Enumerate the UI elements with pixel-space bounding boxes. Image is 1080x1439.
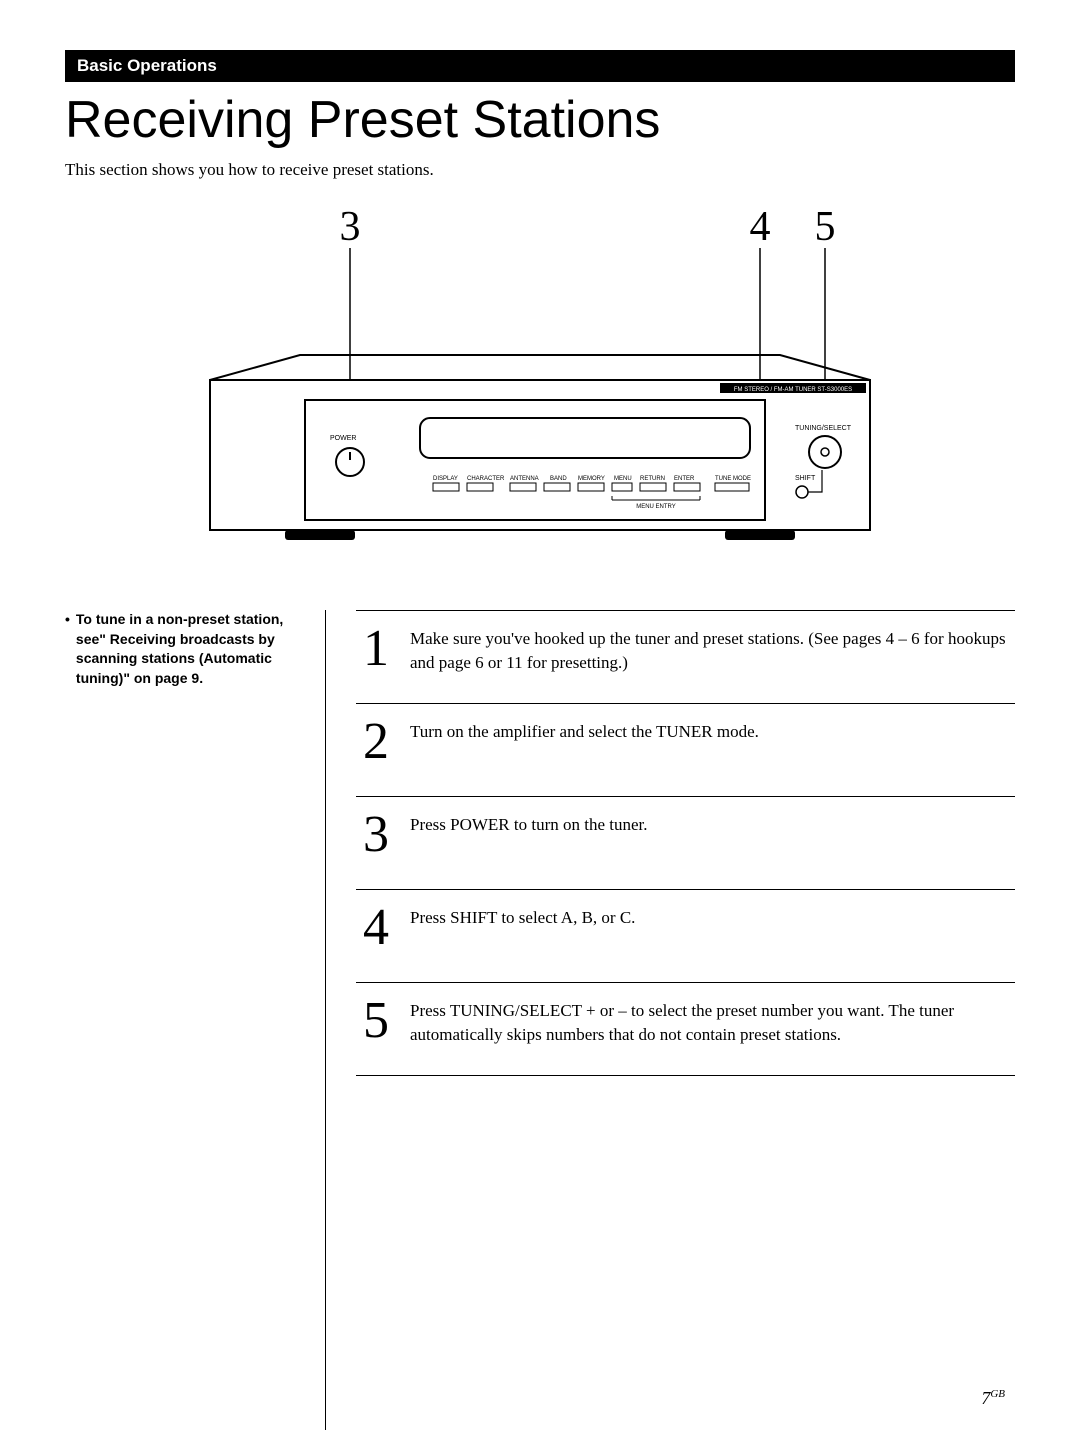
btn-label: DISPLAY	[433, 476, 458, 482]
step-text: Make sure you've hooked up the tuner and…	[410, 623, 1015, 675]
callout-5: 5	[815, 204, 836, 250]
step-text: Press SHIFT to select A, B, or C.	[410, 902, 635, 930]
panel-button	[544, 483, 570, 491]
tuning-label: TUNING/SELECT	[795, 425, 852, 432]
page-title: Receiving Preset Stations	[65, 90, 1015, 150]
step-number: 4	[356, 902, 396, 954]
intro-text: This section shows you how to receive pr…	[65, 160, 1015, 180]
btn-label: MENU	[614, 476, 632, 482]
page-number-suffix: GB	[990, 1388, 1005, 1400]
foot-right	[725, 530, 795, 540]
section-label: Basic Operations	[77, 56, 217, 75]
content-row: • To tune in a non-preset station, see" …	[65, 610, 1015, 1430]
step-item: 4 Press SHIFT to select A, B, or C.	[356, 889, 1015, 982]
step-number: 1	[356, 623, 396, 675]
step-text: Turn on the amplifier and select the TUN…	[410, 716, 759, 744]
step-text: Press TUNING/SELECT + or – to select the…	[410, 995, 1015, 1047]
tip-text: To tune in a non-preset station, see" Re…	[76, 610, 305, 688]
panel-button	[674, 483, 700, 491]
tuner-illustration: 3 4 5 FM STEREO / FM-AM TUNER ST-S3000ES…	[190, 200, 890, 570]
panel-button	[467, 483, 493, 491]
callout-4: 4	[750, 204, 771, 250]
btn-label: CHARACTER	[467, 476, 505, 482]
page-number-value: 7	[981, 1388, 990, 1408]
step-item: 1 Make sure you've hooked up the tuner a…	[356, 610, 1015, 703]
device-diagram: 3 4 5 FM STEREO / FM-AM TUNER ST-S3000ES…	[65, 200, 1015, 570]
btn-label: ENTER	[674, 476, 695, 482]
panel-button	[510, 483, 536, 491]
step-item: 3 Press POWER to turn on the tuner.	[356, 796, 1015, 889]
display-window	[420, 418, 750, 458]
section-header-bar: Basic Operations	[65, 50, 1015, 82]
panel-button	[640, 483, 666, 491]
btn-label: ANTENNA	[510, 476, 539, 482]
btn-label: MEMORY	[578, 476, 605, 482]
page-number: 7GB	[981, 1388, 1005, 1409]
panel-button	[578, 483, 604, 491]
panel-button	[612, 483, 632, 491]
chassis-top	[210, 355, 870, 380]
panel-button	[715, 483, 749, 491]
power-label: POWER	[330, 435, 356, 442]
btn-label: TUNE MODE	[715, 476, 751, 482]
bullet-dot: •	[65, 610, 70, 688]
step-number: 3	[356, 809, 396, 861]
steps-column: 1 Make sure you've hooked up the tuner a…	[325, 610, 1015, 1430]
sidebar-tips: • To tune in a non-preset station, see" …	[65, 610, 325, 1430]
step-text: Press POWER to turn on the tuner.	[410, 809, 648, 837]
shift-button	[796, 486, 808, 498]
steps-end-rule	[356, 1075, 1015, 1076]
foot-left	[285, 530, 355, 540]
step-number: 2	[356, 716, 396, 768]
tip-bullet: • To tune in a non-preset station, see" …	[65, 610, 305, 688]
menu-entry-label: MENU ENTRY	[636, 504, 676, 510]
shift-label: SHIFT	[795, 475, 816, 482]
step-number: 5	[356, 995, 396, 1047]
model-label: FM STEREO / FM-AM TUNER ST-S3000ES	[734, 387, 852, 393]
step-item: 2 Turn on the amplifier and select the T…	[356, 703, 1015, 796]
btn-label: BAND	[550, 476, 567, 482]
tuning-knob-center	[821, 448, 829, 456]
btn-label: RETURN	[640, 476, 665, 482]
manual-page: Basic Operations Receiving Preset Statio…	[0, 0, 1080, 1439]
step-item: 5 Press TUNING/SELECT + or – to select t…	[356, 982, 1015, 1075]
panel-button	[433, 483, 459, 491]
callout-3: 3	[340, 204, 361, 250]
